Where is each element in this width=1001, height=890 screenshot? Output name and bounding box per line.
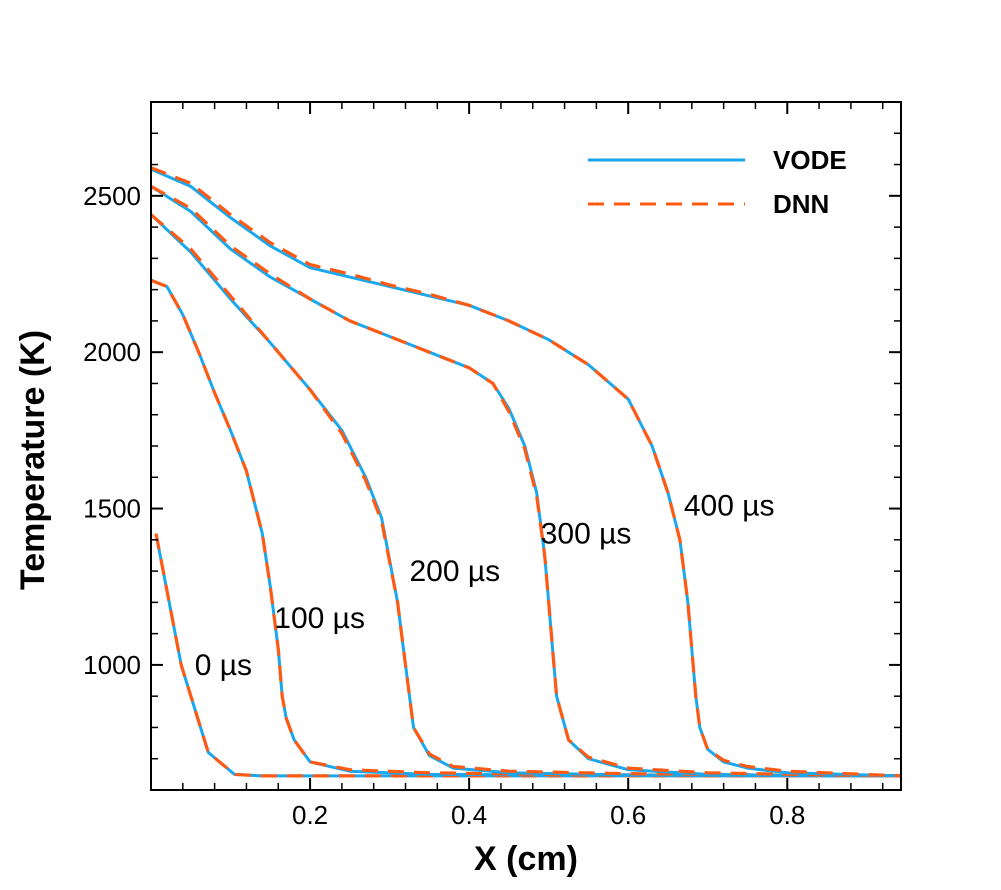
series-line-dnn-400us (151, 166, 901, 778)
x-tick-label: 0.4 (451, 800, 487, 830)
time-annotation: 100 µs (274, 602, 365, 635)
annotation-layer: 0 µs 100 µs 200 µs 300 µs 400 µs (195, 489, 775, 681)
series-line-vode-400us (151, 167, 901, 778)
legend: VODE DNN (588, 145, 847, 219)
y-axis-title: Temperature (K) (14, 330, 52, 590)
series-line-dnn-300us (151, 184, 901, 778)
series-line-dnn-200us (151, 213, 901, 778)
y-tick-label: 1000 (83, 650, 141, 680)
time-annotation: 400 µs (684, 489, 775, 522)
x-tick-label: 0.6 (610, 800, 646, 830)
y-tick-label: 2000 (83, 337, 141, 367)
series-line-dnn-100us (151, 278, 901, 778)
legend-label-dnn: DNN (773, 189, 829, 219)
time-annotation: 300 µs (541, 518, 632, 551)
series-layer (151, 166, 901, 778)
axis-layer: 0.2 0.4 0.6 0.8 1000 1500 2000 2500 (83, 101, 902, 830)
y-tick-label: 1500 (83, 494, 141, 524)
y-tick-label: 2500 (83, 181, 141, 211)
time-annotation: 0 µs (195, 649, 252, 682)
time-annotation: 200 µs (409, 555, 500, 588)
x-tick-label: 0.2 (292, 800, 328, 830)
x-axis-title: X (cm) (474, 840, 578, 878)
legend-label-vode: VODE (773, 145, 847, 175)
x-tick-label: 0.8 (769, 800, 805, 830)
